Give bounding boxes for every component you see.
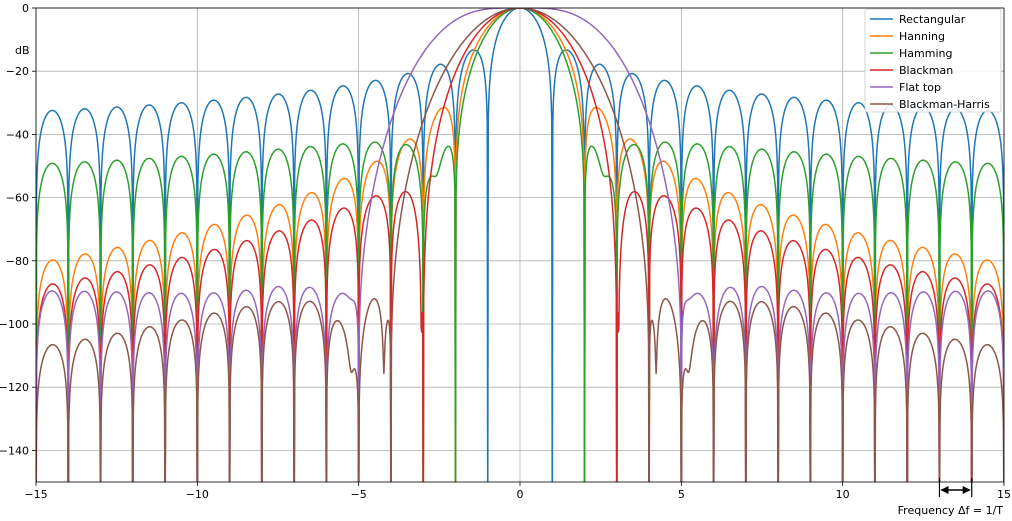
x-tick-label: 15 [997, 488, 1011, 501]
legend: Rectangular Hanning Hamming Blackman Flat to… [864, 8, 1002, 113]
y-tick-label: −20 [6, 65, 29, 78]
legend-label: Blackman [899, 64, 953, 77]
y-tick-label: −60 [6, 192, 29, 205]
y-tick-label: −40 [6, 128, 29, 141]
delta-f-arrow [938, 478, 973, 497]
y-tick-label: −140 [0, 444, 29, 457]
arrow-head-right [962, 486, 971, 494]
x-tick-label: −5 [351, 488, 367, 501]
y-tick-label: −100 [0, 318, 29, 331]
legend-label: Flat top [899, 81, 941, 94]
y-tick-label: 0 [22, 2, 29, 15]
legend-label: Hamming [899, 47, 952, 60]
series-lines [36, 8, 1004, 482]
legend-label: Rectangular [899, 13, 966, 26]
series-line-bh [36, 8, 1004, 482]
y-axis-label: dB [15, 44, 30, 57]
arrow-head-left [940, 486, 949, 494]
y-tick-label: −80 [6, 255, 29, 268]
legend-label: Blackman-Harris [899, 98, 990, 111]
x-tick-label: 0 [517, 488, 524, 501]
series-line-rect [36, 8, 1004, 482]
x-tick-label: −15 [24, 488, 47, 501]
series-line-hann [36, 8, 1004, 482]
x-tick-label: 5 [678, 488, 685, 501]
legend-box [864, 8, 1002, 113]
x-tick-label: −10 [186, 488, 209, 501]
series-line-blackman [36, 8, 1004, 482]
axis-ticks: −15 −10 −5 0 5 10 15 0 −20 −40 −60 −80 −100 −120 −140 [0, 2, 1011, 501]
x-axis-label: Frequency Δf = 1/T [898, 504, 1004, 517]
series-line-hamming [36, 8, 1004, 482]
series-line-flattop [36, 8, 1004, 482]
legend-label: Hanning [899, 30, 945, 43]
y-tick-label: −120 [0, 381, 29, 394]
x-tick-label: 10 [836, 488, 850, 501]
